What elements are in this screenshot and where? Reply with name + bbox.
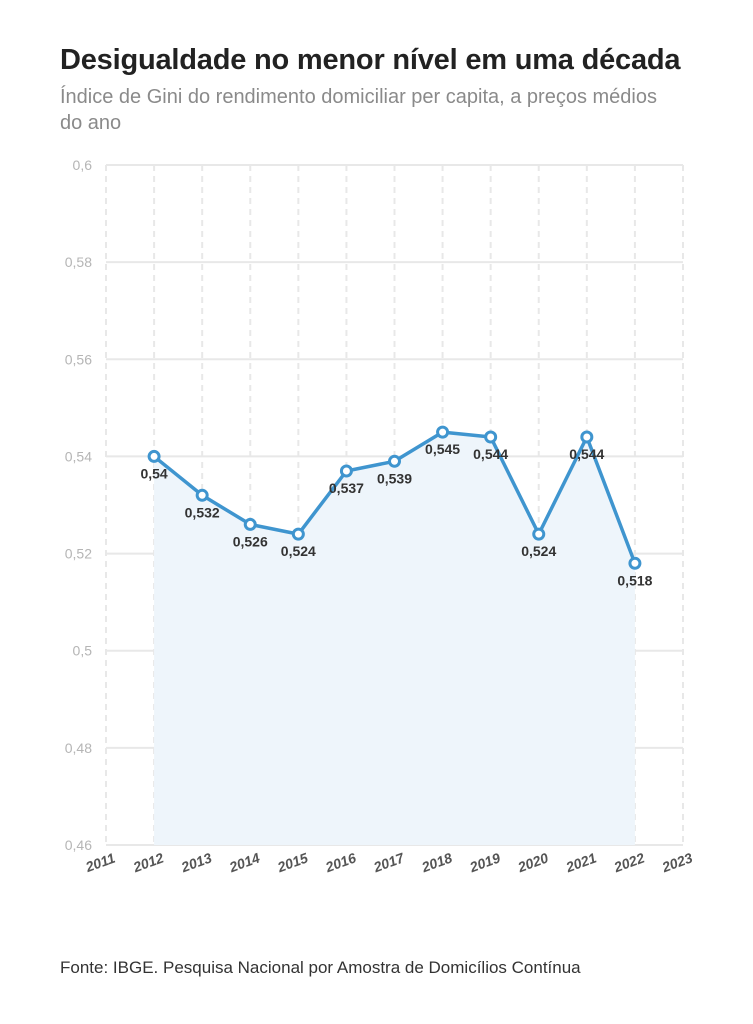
x-tick-label: 2023 [659,849,695,875]
chart-title: Desigualdade no menor nível em uma décad… [60,44,681,76]
data-point [532,527,546,541]
y-tick-label: 0,5 [73,643,93,659]
data-point [291,527,305,541]
data-label: 0,518 [617,572,652,588]
data-label: 0,544 [569,446,604,462]
data-point [339,464,353,478]
area-fill [154,432,635,845]
y-tick-label: 0,6 [73,157,93,173]
data-label: 0,539 [377,470,412,486]
data-label: 0,524 [281,543,316,559]
x-tick-label: 2013 [178,849,214,875]
source-note: Fonte: IBGE. Pesquisa Nacional por Amost… [60,958,581,977]
data-label: 0,544 [473,446,508,462]
data-point [243,517,257,531]
data-label: 0,526 [233,533,268,549]
x-tick-label: 2012 [130,849,166,875]
data-label-layer: 0,54 0,532 0,526 0,524 0,537 0,539 0,545 0,544 0… [140,441,652,588]
data-label: 0,545 [425,441,460,457]
data-point [195,488,209,502]
y-tick-label: 0,46 [65,837,92,853]
x-tick-label: 2016 [322,849,358,875]
data-label: 0,532 [185,504,220,520]
area-layer [154,432,635,845]
chart-subtitle: Índice de Gini do rendimento domiciliar … [60,86,657,134]
y-tick-label: 0,58 [65,254,92,270]
y-tick-label: 0,56 [65,351,92,367]
data-point [388,454,401,468]
x-tick-label: 2022 [611,849,647,875]
x-tick-label: 2020 [515,849,551,875]
y-tick-label: 0,54 [65,448,92,464]
x-tick-label: 2019 [467,849,503,875]
x-tick-label: 2014 [226,849,262,875]
x-tick-label: 2018 [419,849,455,875]
gini-line-chart: 0,54 0,532 0,526 0,524 0,537 0,539 0,545 0,544 0… [65,157,695,876]
data-label: 0,524 [521,543,556,559]
y-tick-label: 0,52 [65,546,92,562]
data-point [147,449,161,463]
data-point [436,425,450,439]
point-layer [147,425,642,570]
data-point [628,556,642,570]
x-tick-label: 2015 [274,849,310,875]
x-tick-label: 2021 [563,849,599,875]
x-tick-label: 2011 [82,850,117,876]
x-tick-label: 2017 [370,849,407,875]
y-tick-label: 0,48 [65,740,92,756]
data-label: 0,54 [140,465,167,481]
data-point [580,430,594,444]
data-point [484,430,498,444]
data-label: 0,537 [329,480,364,496]
